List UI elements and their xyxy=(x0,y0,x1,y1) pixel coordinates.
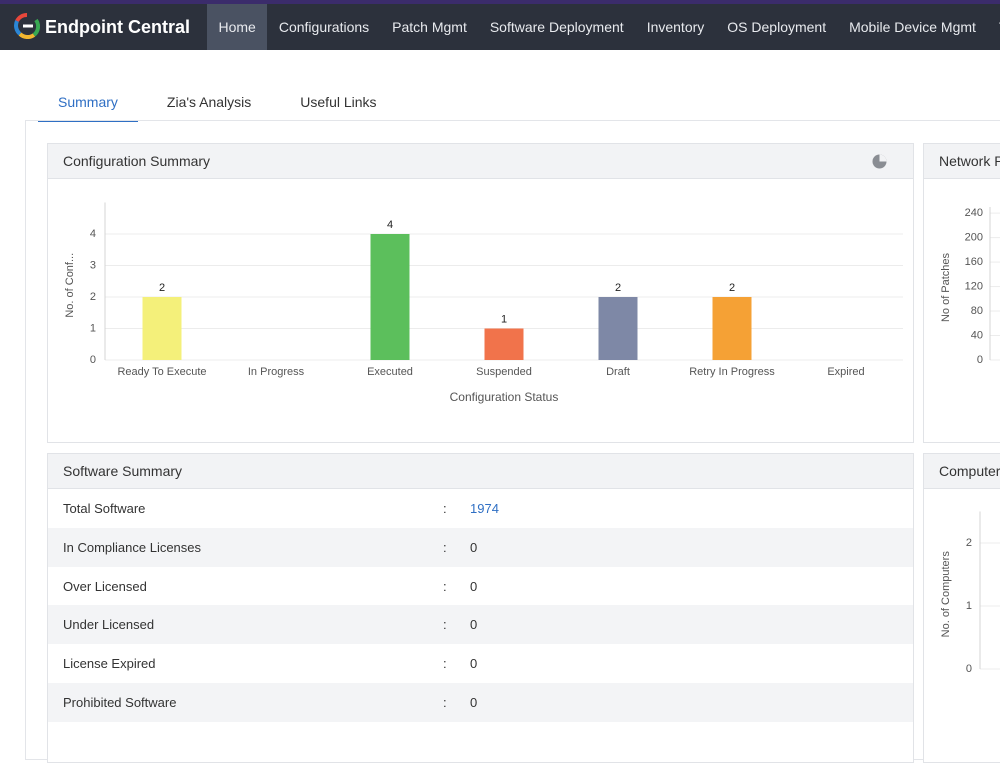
table-row: In Compliance Licenses: 0 xyxy=(48,527,913,567)
table-row: Total Software: 1974 xyxy=(48,489,913,528)
row-value: 0 xyxy=(470,617,478,633)
table-row: License Expired: 0 xyxy=(48,644,913,683)
tab[interactable]: Summary xyxy=(38,86,138,122)
computer-panel: Computer xyxy=(923,453,1000,763)
table-row: Prohibited Software: 0 xyxy=(48,682,913,722)
separator: : xyxy=(443,617,447,633)
separator: : xyxy=(443,656,447,672)
row-value: 0 xyxy=(470,694,478,710)
nav-item[interactable]: Mobile Device Mgmt xyxy=(849,19,976,35)
row-value: 0 xyxy=(470,656,478,672)
nav-item[interactable]: Software Deployment xyxy=(489,19,624,35)
panel-title: Configuration Summary xyxy=(48,144,913,179)
panel-title: Network P xyxy=(924,144,1000,179)
nav-item[interactable]: Home xyxy=(207,4,268,50)
tabs: Summary Zia's Analysis Useful Links xyxy=(38,86,406,122)
row-label: License Expired xyxy=(63,656,156,672)
row-value: 0 xyxy=(470,578,478,594)
separator: : xyxy=(443,578,447,594)
nav-item[interactable]: Too xyxy=(987,4,1000,50)
tab[interactable]: Zia's Analysis xyxy=(166,94,252,110)
table-row: Over Licensed: 0 xyxy=(48,567,913,606)
row-label: Over Licensed xyxy=(63,578,147,594)
panel-title: Software Summary xyxy=(48,454,913,489)
nav-item[interactable]: OS Deployment xyxy=(727,19,827,35)
panel-title: Computer xyxy=(924,454,1000,489)
product-name[interactable]: Endpoint Central xyxy=(45,17,190,37)
nav-item[interactable]: Configurations xyxy=(278,19,370,35)
menu: Home Configurations Patch Mgmt Software Dep… xyxy=(207,4,1000,50)
tab[interactable]: Useful Links xyxy=(300,94,377,110)
nav-item[interactable]: Inventory xyxy=(646,19,705,35)
software-table: Total Software: 1974 In Compliance License… xyxy=(48,489,913,722)
separator: : xyxy=(443,539,447,555)
table-row: Under Licensed: 0 xyxy=(48,605,913,645)
software-panel: Software Summary Total Software: 1974 In C… xyxy=(47,453,914,763)
row-label: Prohibited Software xyxy=(63,694,177,710)
row-value[interactable]: 1974 xyxy=(470,501,499,516)
row-value: 0 xyxy=(470,539,478,555)
row-label: Total Software xyxy=(63,501,146,516)
separator: : xyxy=(443,501,447,516)
logo xyxy=(14,13,40,39)
row-label: In Compliance Licenses xyxy=(63,539,202,555)
top-nav: Endpoint Central Home Configurations Patch… xyxy=(0,0,1000,50)
chart-type-icon[interactable] xyxy=(872,154,887,169)
network-panel: Network P xyxy=(923,143,1000,443)
config-panel: Configuration Summary xyxy=(47,143,914,443)
nav-item[interactable]: Patch Mgmt xyxy=(392,19,467,35)
separator: : xyxy=(443,694,447,710)
row-label: Under Licensed xyxy=(63,617,155,633)
